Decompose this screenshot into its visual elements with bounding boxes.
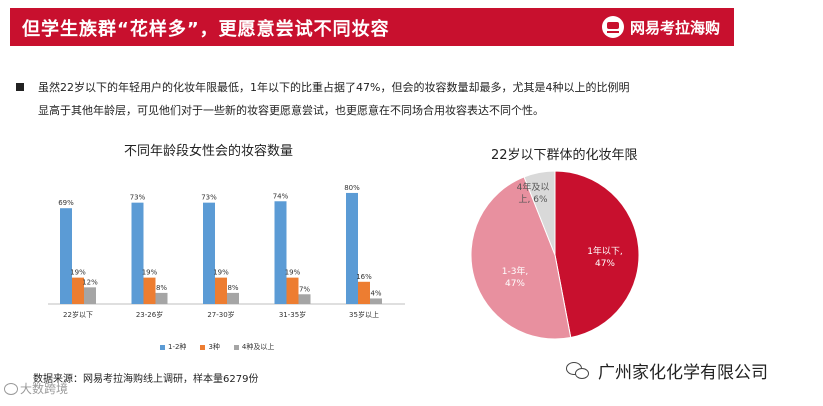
legend-item-1: 1-2种 [160, 342, 186, 352]
bar-label-4-2: 19% [285, 269, 301, 277]
bar-label-5-1: 80% [344, 184, 360, 192]
bar-4-1 [274, 201, 287, 304]
legend-item-2: 3种 [200, 342, 220, 352]
watermark-left: 大数跨境 [4, 380, 68, 397]
watermark-right: 广州家化化学有限公司 [566, 358, 768, 383]
bar-label-1-3: 12% [82, 278, 98, 286]
bar-2-1 [131, 202, 144, 304]
netease-kaola-logo-icon [601, 16, 624, 38]
watermark-right-text: 广州家化化学有限公司 [598, 363, 768, 383]
pie-label-3-line2: 上, 6% [519, 194, 548, 205]
bar-label-3-2: 19% [213, 269, 229, 277]
watermark-logo-icon [4, 382, 18, 395]
bar-1-2 [72, 277, 84, 304]
bar-4-2 [286, 277, 299, 304]
legend-swatch-3 [233, 344, 239, 350]
bar-3-3 [227, 292, 239, 304]
bar-5-2 [358, 281, 370, 304]
bar-label-3-3: 8% [227, 284, 238, 292]
bar-5-3 [370, 298, 382, 304]
legend-swatch-2 [200, 344, 206, 350]
bar-5-1 [346, 192, 358, 304]
bar-chart-title: 不同年龄段女性会的妆容数量 [124, 144, 294, 159]
bar-3-2 [215, 277, 227, 304]
legend-label-2: 3种 [208, 343, 220, 351]
summary-line-2: 显高于其他年龄层，可见他们对于一些新的妆容更愿意尝试，也更愿意在不同场合用妆容表… [38, 104, 544, 117]
pie-label-2-line1: 1-3年, [502, 265, 529, 277]
pie-slice-3 [523, 170, 556, 256]
header-bar: 但学生族群“花样多”，更愿意尝试不同妆容 网易考拉海购 [10, 8, 734, 46]
data-source-note: 数据来源：网易考拉海购线上调研，样本量6279份 [33, 374, 259, 385]
bar-label-4-1: 74% [273, 192, 289, 200]
pie-label-2-line2: 47% [505, 279, 525, 289]
legend-swatch-1 [160, 344, 165, 350]
pie-label-1-line2: 47% [595, 259, 615, 269]
summary-text: 虽然22岁以下的年轻用户的化妆年限最低，1年以下的比重占据了47%，但会的妆容数… [16, 76, 738, 122]
category-label-2: 23-26岁 [136, 310, 163, 319]
brand-name: 网易考拉海购 [629, 18, 720, 37]
bar-label-1-1: 69% [58, 199, 74, 207]
bar-label-2-2: 19% [142, 269, 158, 277]
category-label-1: 22岁以下 [63, 310, 93, 319]
bar-label-1-2: 19% [70, 269, 86, 277]
pie-label-1-line1: 1年以下, [587, 245, 623, 257]
bar-label-2-3: 8% [156, 284, 167, 292]
wechat-icon [566, 361, 590, 380]
category-label-5: 35岁以上 [349, 310, 379, 319]
bar-label-2-1: 73% [130, 194, 146, 202]
legend-label-3: 4种及以上 [241, 343, 275, 351]
bar-label-5-2: 16% [356, 273, 372, 281]
category-label-3: 27-30岁 [207, 310, 234, 319]
bar-1-3 [84, 287, 96, 304]
pie-slice-2 [470, 176, 572, 340]
category-label-4: 31-35岁 [279, 310, 306, 319]
bar-3-1 [203, 202, 215, 304]
bar-label-5-3: 4% [370, 289, 381, 297]
watermark-left-text: 大数跨境 [20, 382, 69, 396]
legend-item-3: 4种及以上 [233, 342, 275, 352]
bar-2-3 [155, 292, 168, 304]
brand: 网易考拉海购 [601, 8, 720, 46]
pie-slice-1 [554, 170, 640, 339]
summary-line-1: 虽然22岁以下的年轻用户的化妆年限最低，1年以下的比重占据了47%，但会的妆容数… [38, 81, 630, 94]
bar-4-3 [298, 294, 311, 304]
bar-label-4-3: 7% [299, 285, 310, 293]
pie-label-3-line1: 4年及以 [517, 181, 550, 193]
bar-chart-legend: 1-2种 3种 4种及以上 [160, 342, 274, 352]
bar-label-3-1: 73% [201, 194, 217, 202]
bullet-square-icon [16, 83, 24, 91]
page-title: 但学生族群“花样多”，更愿意尝试不同妆容 [22, 19, 390, 40]
bar-1-1 [60, 208, 72, 304]
legend-label-1: 1-2种 [168, 343, 187, 351]
pie-chart-title: 22岁以下群体的化妆年限 [491, 148, 638, 163]
bar-2-2 [143, 277, 156, 304]
